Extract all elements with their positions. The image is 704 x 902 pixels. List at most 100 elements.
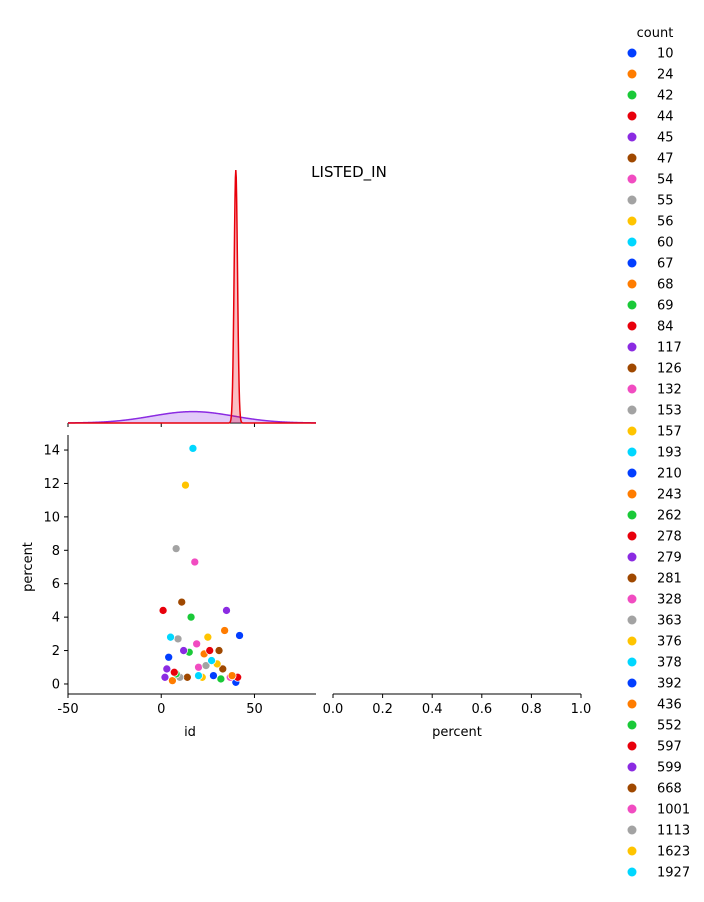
legend-label: 279 — [657, 551, 682, 566]
x-tick-label: -50 — [57, 702, 78, 717]
scatter-point — [209, 671, 218, 680]
legend-marker — [627, 804, 637, 814]
legend-label: 278 — [657, 530, 682, 545]
legend-label: 54 — [657, 173, 674, 188]
x-tick-label: 50 — [246, 702, 263, 717]
legend-label: 69 — [657, 299, 674, 314]
legend: count 10 24 42 44 45 47 54 55 56 60 67 68 69 84 117 126… — [627, 26, 690, 881]
legend-label: 45 — [657, 131, 674, 146]
scatter-point — [214, 646, 224, 655]
y-tick-label: 6 — [52, 577, 60, 592]
legend-label: 1623 — [657, 845, 690, 860]
legend-marker — [627, 384, 637, 394]
legend-label: 157 — [657, 425, 682, 440]
scatter-point — [158, 606, 168, 615]
legend-marker — [627, 720, 637, 730]
legend-label: 668 — [657, 782, 682, 797]
legend-label: 55 — [657, 194, 674, 209]
x-tick-label: 0 — [157, 702, 165, 717]
legend-marker — [627, 426, 637, 436]
legend-marker — [627, 783, 637, 793]
scatter-point — [179, 646, 188, 655]
legend-marker — [627, 762, 637, 772]
legend-marker — [627, 510, 637, 520]
right-x-tick-label: 0.2 — [372, 702, 393, 717]
scatter-point — [160, 672, 170, 682]
scatter-point — [168, 676, 177, 685]
legend-marker — [627, 153, 637, 163]
scatter-point — [173, 634, 183, 644]
scatter-point — [203, 632, 213, 642]
scatter-point — [181, 480, 190, 490]
scatter-point — [227, 671, 237, 680]
scatter-point — [205, 646, 215, 655]
legend-label: 436 — [657, 698, 682, 713]
legend-label: 117 — [657, 341, 682, 356]
scatter-point — [235, 631, 244, 640]
legend-marker — [627, 615, 637, 625]
y-axis-label: percent — [21, 542, 36, 592]
legend-label: 599 — [657, 761, 682, 776]
right-x-tick-label: 0.8 — [521, 702, 542, 717]
legend-label: 376 — [657, 635, 682, 650]
legend-label: 44 — [657, 110, 674, 125]
legend-label: 153 — [657, 404, 682, 419]
legend-marker — [627, 699, 637, 709]
legend-marker — [627, 405, 637, 415]
legend-marker — [627, 846, 637, 856]
scatter-point — [177, 597, 187, 607]
legend-label: 1113 — [657, 824, 690, 839]
y-tick-label: 2 — [52, 644, 60, 659]
scatter-point — [188, 444, 198, 453]
legend-marker — [627, 237, 637, 247]
legend-marker — [627, 279, 637, 289]
legend-label: 24 — [657, 68, 674, 83]
legend-items: 10 24 42 44 45 47 54 55 56 60 67 68 69 84 117 126 132 153… — [627, 47, 690, 881]
legend-marker — [627, 69, 637, 79]
legend-label: 210 — [657, 467, 682, 482]
legend-marker — [627, 447, 637, 457]
legend-marker — [627, 573, 637, 583]
legend-label: 132 — [657, 383, 682, 398]
legend-label: 1001 — [657, 803, 690, 818]
legend-label: 392 — [657, 677, 682, 692]
y-tick-label: 10 — [43, 510, 60, 525]
legend-label: 84 — [657, 320, 674, 335]
y-tick-label: 4 — [52, 611, 60, 626]
legend-marker — [627, 342, 637, 352]
legend-label: 67 — [657, 257, 674, 272]
legend-label: 243 — [657, 488, 682, 503]
scatter-point — [169, 667, 179, 677]
scatter-point — [207, 656, 216, 665]
right-x-tick-label: 0.6 — [471, 702, 492, 717]
legend-label: 42 — [657, 89, 674, 104]
legend-marker — [627, 300, 637, 310]
legend-label: 47 — [657, 152, 674, 167]
scatter-point — [164, 652, 174, 662]
legend-label: 378 — [657, 656, 682, 671]
legend-label: 126 — [657, 362, 682, 377]
kde-curve — [68, 169, 316, 424]
legend-marker — [627, 258, 637, 268]
legend-marker — [627, 489, 637, 499]
scatter-point — [171, 544, 181, 553]
x-axis-label: id — [184, 725, 196, 740]
y-axis-ticks: 0 2 4 6 8 10 12 14 — [43, 444, 68, 692]
legend-marker — [627, 531, 637, 541]
scatter-point — [166, 632, 175, 642]
legend-label: 281 — [657, 572, 682, 587]
right-x-axis-label: percent — [432, 725, 482, 740]
legend-marker — [627, 195, 637, 205]
legend-label: 10 — [657, 47, 674, 62]
scatter-point — [186, 612, 196, 622]
scatter-panel: -50 0 50 0 2 4 6 8 10 12 14 id percent — [21, 435, 316, 740]
legend-marker — [627, 90, 637, 100]
legend-label: 363 — [657, 614, 682, 629]
legend-label: 262 — [657, 509, 682, 524]
scatter-point — [190, 557, 200, 567]
right-x-axis-ticks: 0.0 0.2 0.4 0.6 0.8 1.0 — [323, 694, 591, 717]
right-x-tick-label: 0.4 — [422, 702, 443, 717]
scatter-point — [220, 626, 229, 635]
scatter-point — [194, 671, 203, 680]
